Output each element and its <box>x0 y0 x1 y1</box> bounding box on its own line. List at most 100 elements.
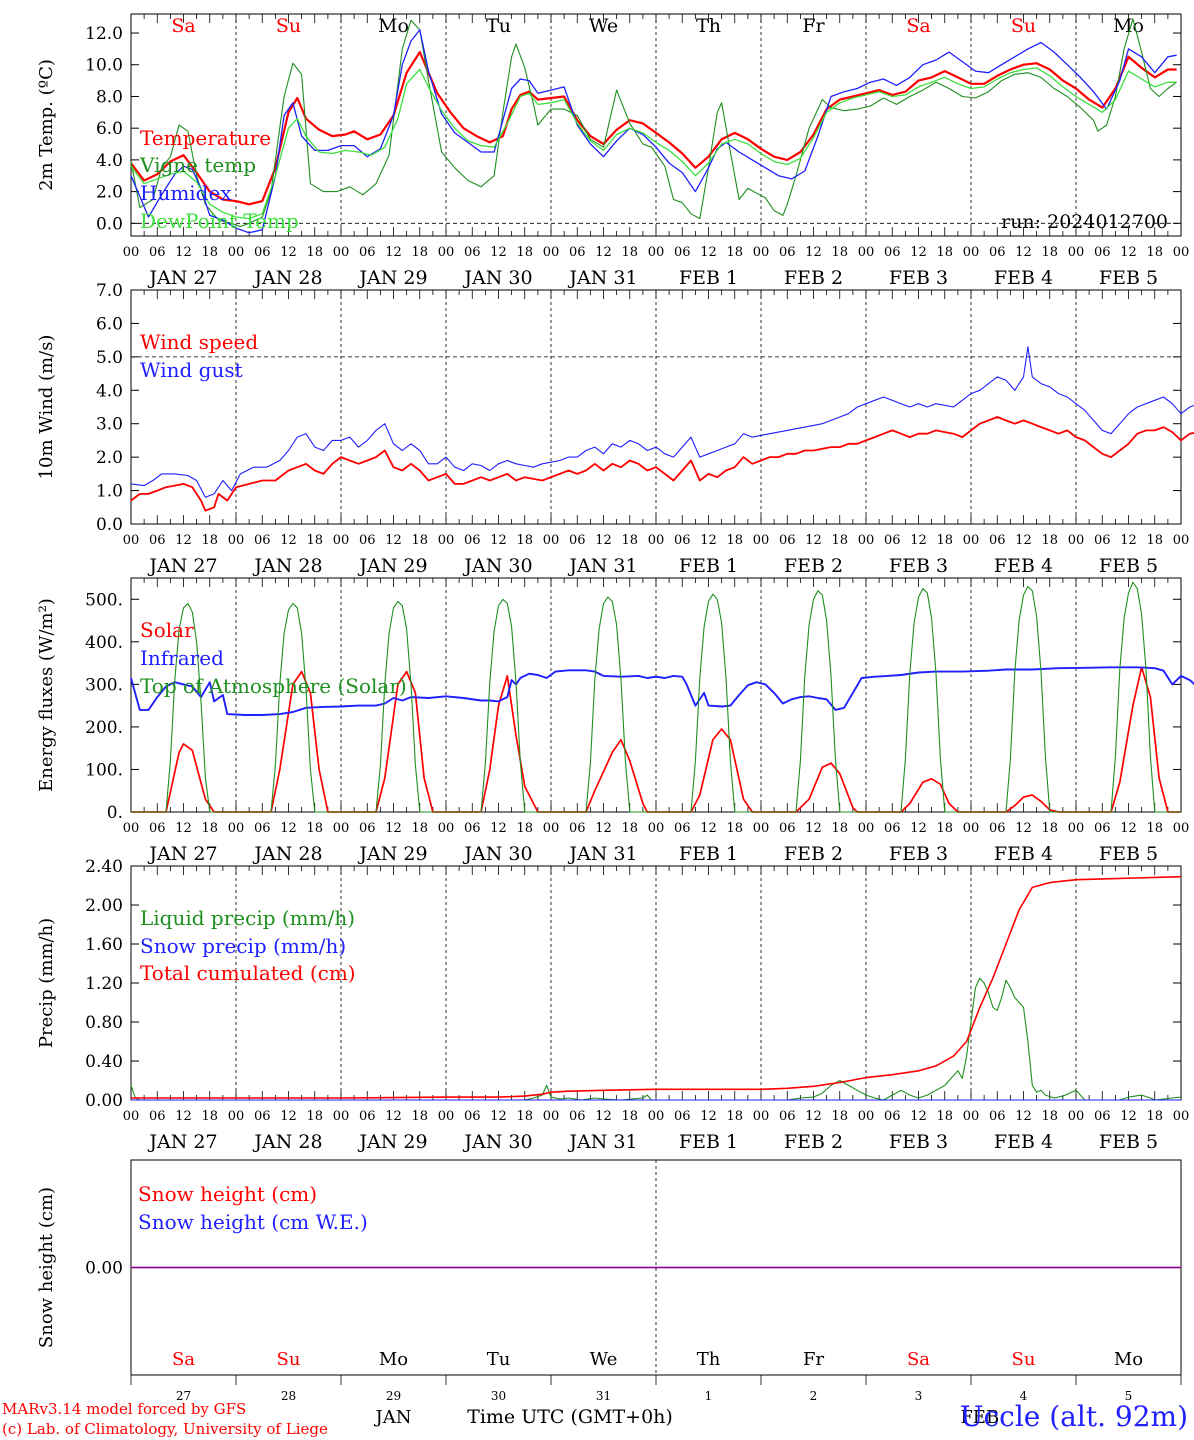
day-label: JAN 29 <box>357 267 427 289</box>
hour-tick-label: 18 <box>726 245 743 260</box>
y-tick-label: 0.80 <box>85 1013 123 1033</box>
y-tick-label: 0.00 <box>85 1091 123 1111</box>
day-label: FEB 2 <box>784 555 843 577</box>
hour-tick-label: 12 <box>1015 245 1032 260</box>
day-label: JAN 30 <box>462 1131 532 1153</box>
hour-tick-label: 06 <box>569 533 586 548</box>
hour-tick-label: 06 <box>674 245 691 260</box>
legend-liquid-precip-mm-h: Liquid precip (mm/h) <box>140 906 355 930</box>
weekday-label: Sa <box>171 15 195 37</box>
hour-tick-label: 18 <box>201 245 218 260</box>
y-tick-label: 2.00 <box>85 896 123 916</box>
y-tick-label: 4.0 <box>96 151 123 171</box>
hour-tick-label: 06 <box>464 821 481 836</box>
day-number-label: 3 <box>915 1389 923 1403</box>
hour-tick-label: 00 <box>123 1109 140 1124</box>
day-label: FEB 3 <box>889 1131 948 1153</box>
hour-tick-label: 12 <box>700 245 717 260</box>
day-label: FEB 3 <box>889 555 948 577</box>
hour-tick-label: 12 <box>280 1109 297 1124</box>
hour-tick-label: 06 <box>674 1109 691 1124</box>
hour-tick-label: 18 <box>516 245 533 260</box>
hour-tick-label: 12 <box>385 821 402 836</box>
day-number-label: 29 <box>386 1389 401 1403</box>
hour-tick-label: 06 <box>674 821 691 836</box>
hour-tick-label: 18 <box>621 533 638 548</box>
day-number-label: 5 <box>1125 1389 1133 1403</box>
hour-tick-label: 12 <box>280 245 297 260</box>
hour-tick-label: 06 <box>779 533 796 548</box>
hour-tick-label: 06 <box>569 821 586 836</box>
hour-tick-label: 06 <box>1094 821 1111 836</box>
series-line-top-of-atmosphere-solar <box>131 581 1181 813</box>
day-label: FEB 2 <box>784 1131 843 1153</box>
y-tick-label: 3.0 <box>96 415 123 435</box>
day-label: JAN 31 <box>567 1131 637 1153</box>
hour-tick-label: 18 <box>621 1109 638 1124</box>
day-label: JAN 30 <box>462 267 532 289</box>
weekday-label: Sa <box>906 15 930 37</box>
hour-tick-label: 12 <box>175 533 192 548</box>
hour-tick-label: 00 <box>648 1109 665 1124</box>
day-number-label: 31 <box>596 1389 611 1403</box>
day-label: FEB 4 <box>994 267 1053 289</box>
legend-humidex: Humidex <box>140 181 232 205</box>
hour-tick-label: 18 <box>621 821 638 836</box>
hour-tick-label: 12 <box>700 533 717 548</box>
hour-tick-label: 06 <box>359 1109 376 1124</box>
legend-snow-height-cm: Snow height (cm) <box>138 1182 317 1206</box>
weekday-label: We <box>589 15 618 37</box>
credit-line-2: (c) Lab. of Climatology, University of L… <box>2 1420 328 1438</box>
hour-tick-label: 18 <box>306 1109 323 1124</box>
day-number-label: 4 <box>1020 1389 1028 1403</box>
y-tick-label: 2.0 <box>96 183 123 203</box>
hour-tick-label: 12 <box>280 821 297 836</box>
hour-tick-label: 12 <box>595 245 612 260</box>
series-line-vigne-temp <box>130 18 1177 228</box>
hour-tick-label: 12 <box>595 821 612 836</box>
hour-tick-label: 12 <box>490 1109 507 1124</box>
hour-tick-label: 00 <box>753 245 770 260</box>
hour-tick-label: 00 <box>123 245 140 260</box>
hour-tick-label: 18 <box>516 821 533 836</box>
hour-tick-label: 00 <box>753 821 770 836</box>
day-label: FEB 5 <box>1099 555 1158 577</box>
day-label: JAN 29 <box>357 555 427 577</box>
hour-tick-label: 06 <box>254 1109 271 1124</box>
hour-tick-label: 00 <box>1173 533 1190 548</box>
day-label: FEB 4 <box>994 555 1053 577</box>
hour-tick-label: 18 <box>411 1109 428 1124</box>
hour-tick-label: 12 <box>1120 1109 1137 1124</box>
day-label: FEB 1 <box>679 843 738 865</box>
hour-tick-label: 06 <box>1094 533 1111 548</box>
hour-tick-label: 00 <box>438 245 455 260</box>
hour-tick-label: 18 <box>831 533 848 548</box>
hour-tick-label: 06 <box>254 821 271 836</box>
y-tick-label: 300. <box>85 675 123 695</box>
month-label-feb: FEB <box>960 1407 999 1428</box>
day-label: FEB 1 <box>679 555 738 577</box>
hour-tick-label: 18 <box>621 245 638 260</box>
y-tick-label: 1.0 <box>96 482 123 502</box>
hour-tick-label: 00 <box>1068 533 1085 548</box>
hour-tick-label: 12 <box>595 1109 612 1124</box>
hour-tick-label: 00 <box>1068 245 1085 260</box>
hour-tick-label: 00 <box>543 533 560 548</box>
legend-solar: Solar <box>140 618 194 642</box>
day-label: JAN 30 <box>462 843 532 865</box>
hour-tick-label: 18 <box>831 1109 848 1124</box>
series-line-dewpoint-temp <box>130 67 1177 220</box>
weekday-label: Mo <box>378 15 409 37</box>
hour-tick-label: 00 <box>858 245 875 260</box>
credit-line-1: MARv3.14 model forced by GFS <box>2 1400 247 1418</box>
hour-tick-label: 12 <box>700 821 717 836</box>
day-number-label: 30 <box>491 1389 506 1403</box>
hour-tick-label: 18 <box>201 533 218 548</box>
hour-tick-label: 06 <box>989 533 1006 548</box>
y-tick-label: 0.0 <box>96 515 123 535</box>
hour-tick-label: 00 <box>963 245 980 260</box>
hour-tick-label: 06 <box>464 533 481 548</box>
day-label: FEB 3 <box>889 843 948 865</box>
hour-tick-label: 00 <box>648 245 665 260</box>
hour-tick-label: 06 <box>1094 245 1111 260</box>
